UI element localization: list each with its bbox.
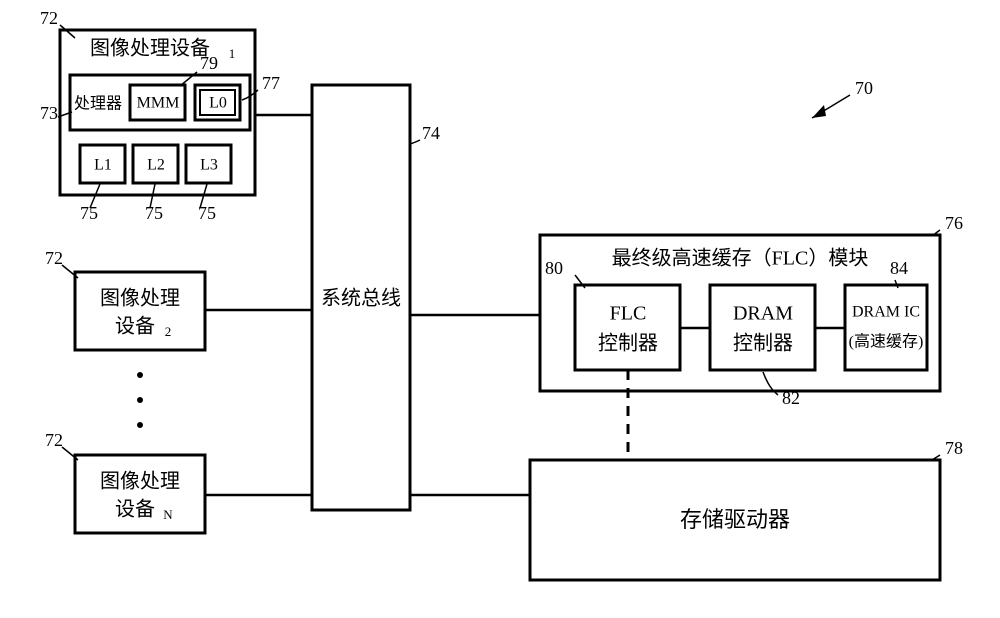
- dram-controller-box: [710, 285, 815, 370]
- flc-ctrl-line2: 控制器: [598, 332, 658, 355]
- arrow-70: [812, 95, 850, 118]
- deviceN-line2: 设备: [115, 498, 155, 521]
- label-73: 73: [40, 103, 58, 123]
- label-72b: 72: [45, 248, 63, 268]
- mmm-label: MMM: [137, 95, 180, 112]
- label-75c: 75: [198, 203, 216, 223]
- label-84: 84: [890, 258, 908, 278]
- label-70: 70: [855, 78, 873, 98]
- device2-subscript: 2: [165, 324, 172, 339]
- label-77: 77: [262, 73, 280, 93]
- image-device-n: 图像处理 设备 N: [75, 455, 205, 533]
- dram-ic-line1: DRAM IC: [852, 304, 920, 321]
- dram-ic-box: [845, 285, 927, 370]
- flc-module: 最终级高速缓存（FLC）模块 FLC 控制器 DRAM 控制器 DRAM IC …: [540, 235, 940, 391]
- bus-label: 系统总线: [321, 287, 401, 310]
- label-82: 82: [782, 388, 800, 408]
- ellipsis-dots: [137, 372, 143, 428]
- label-75b: 75: [145, 203, 163, 223]
- dram-ic-line2: (高速缓存): [849, 333, 924, 351]
- l0-label: L0: [209, 95, 227, 112]
- l2-label: L2: [147, 157, 165, 174]
- dram-ctrl-line2: 控制器: [733, 332, 793, 355]
- label-74: 74: [422, 123, 440, 143]
- device1-title: 图像处理设备: [90, 37, 210, 60]
- label-79: 79: [200, 53, 218, 73]
- deviceN-line1: 图像处理: [100, 470, 180, 493]
- system-bus: 系统总线: [312, 85, 410, 510]
- label-72c: 72: [45, 430, 63, 450]
- flc-title: 最终级高速缓存（FLC）模块: [612, 247, 869, 270]
- processor-label: 处理器: [74, 95, 122, 113]
- deviceN-subscript: N: [163, 507, 173, 522]
- dram-ctrl-line1: DRAM: [733, 303, 793, 325]
- block-diagram: 图像处理设备 1 处理器 MMM L0 L1 L2 L3 图像处理 设备 2 图…: [0, 0, 1000, 618]
- label-72a: 72: [40, 8, 58, 28]
- image-device-1: 图像处理设备 1 处理器 MMM L0 L1 L2 L3: [60, 30, 255, 195]
- device2-line1: 图像处理: [100, 287, 180, 310]
- l3-label: L3: [200, 157, 218, 174]
- label-76: 76: [945, 213, 963, 233]
- device2-line2: 设备: [115, 315, 155, 338]
- label-78: 78: [945, 438, 963, 458]
- flc-ctrl-line1: FLC: [610, 303, 647, 325]
- label-80: 80: [545, 258, 563, 278]
- storage-driver: 存储驱动器: [530, 460, 940, 580]
- device1-subscript: 1: [229, 46, 236, 61]
- l1-label: L1: [94, 157, 112, 174]
- label-75a: 75: [80, 203, 98, 223]
- flc-controller-box: [575, 285, 680, 370]
- image-device-2: 图像处理 设备 2: [75, 272, 205, 350]
- storage-label: 存储驱动器: [680, 507, 790, 532]
- leader-lines: [58, 25, 940, 460]
